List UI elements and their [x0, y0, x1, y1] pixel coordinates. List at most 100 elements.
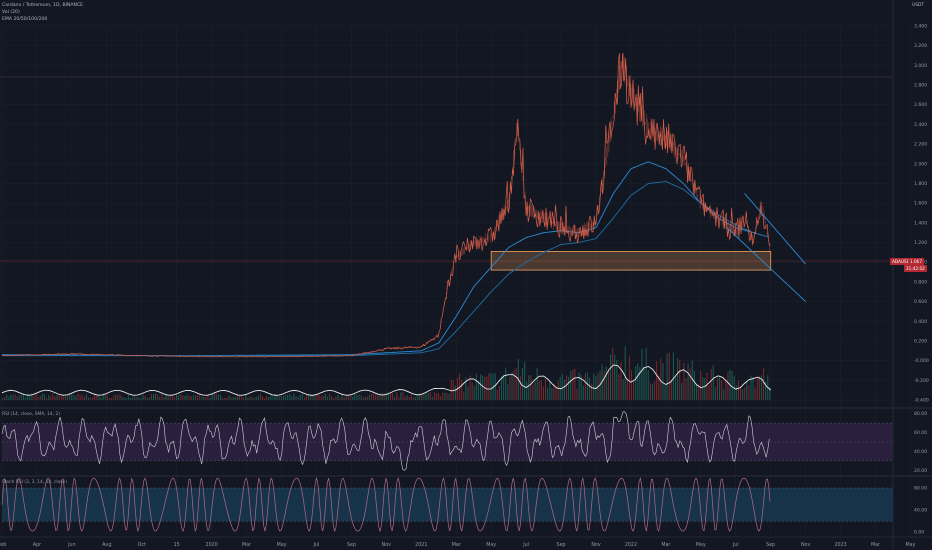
- volume-bar: [450, 379, 452, 400]
- volume-bar: [83, 396, 85, 400]
- support-zone[interactable]: [490, 250, 772, 271]
- volume-bar: [538, 380, 540, 400]
- volume-bar: [565, 375, 568, 400]
- volume-bar: [182, 395, 184, 400]
- volume-bar: [710, 368, 712, 400]
- volume-bar: [469, 375, 471, 400]
- volume-bar: [756, 378, 758, 400]
- volume-bar: [444, 392, 446, 400]
- volume-bar: [94, 393, 96, 400]
- volume-bar: [188, 395, 190, 400]
- volume-bar: [364, 396, 366, 400]
- volume-bar: [540, 380, 542, 400]
- volume-bar: [92, 397, 94, 400]
- rsi-pane: [1, 411, 893, 471]
- volume-bar: [312, 395, 314, 400]
- volume-bar: [685, 378, 687, 400]
- volume-bar: [289, 394, 291, 400]
- volume-bar: [171, 394, 173, 400]
- volume-bar: [192, 395, 194, 400]
- volume-bar: [377, 393, 379, 400]
- volume-bar: [731, 370, 733, 400]
- volume-bar: [77, 393, 79, 400]
- volume-bar: [341, 393, 343, 400]
- volume-bar: [140, 397, 142, 400]
- volume-bar: [586, 372, 589, 400]
- stoch-tick-label: 80.00: [914, 486, 927, 492]
- volume-bar: [385, 392, 387, 400]
- volume-bar: [108, 398, 111, 400]
- volume-bar: [373, 393, 375, 400]
- volume-bar: [674, 376, 677, 400]
- volume-bar: [603, 370, 605, 400]
- volume-bar: [557, 380, 559, 400]
- volume-bar: [196, 394, 199, 400]
- ema-indicator-label[interactable]: EMA 20/50/100/200: [2, 17, 48, 22]
- volume-bar: [391, 393, 394, 400]
- symbol-title[interactable]: Cardano / Tethereum, 1D, BINANCE: [2, 3, 84, 8]
- support-zone-box[interactable]: [490, 250, 772, 271]
- volume-bar: [352, 396, 354, 400]
- volume-bar: [329, 394, 331, 400]
- volume-bar: [368, 394, 370, 400]
- volume-bar: [144, 395, 146, 400]
- volume-bar: [605, 366, 607, 400]
- volume-bar: [706, 372, 708, 400]
- volume-bar: [572, 369, 574, 400]
- volume-bar: [666, 353, 668, 400]
- volume-bar: [419, 393, 421, 400]
- volume-bar: [180, 393, 182, 400]
- time-tick-label: May: [277, 542, 287, 548]
- trendlines[interactable]: [726, 193, 806, 302]
- volume-bar: [513, 370, 515, 400]
- volume-bar: [691, 360, 693, 400]
- trendline[interactable]: [726, 227, 806, 302]
- volume-bar: [50, 395, 52, 400]
- time-tick-label: Nov: [591, 542, 601, 548]
- volume-bar: [29, 394, 31, 400]
- volume-bar: [266, 396, 268, 400]
- volume-bar: [471, 382, 473, 400]
- volume-bar: [486, 376, 488, 400]
- volume-bar: [335, 396, 337, 400]
- volume-bar: [293, 393, 295, 400]
- time-tick-label: Mar: [242, 542, 251, 548]
- rsi-label[interactable]: RSI (14, close, SMA, 14, 2): [2, 412, 60, 417]
- volume-bars: [1, 346, 772, 400]
- volume-bar: [339, 397, 341, 400]
- volume-bar: [268, 397, 270, 400]
- bar-countdown-badge: 21:42:02: [904, 265, 927, 272]
- time-tick-label: 2023: [834, 542, 846, 548]
- volume-bar: [528, 375, 530, 400]
- volume-bar: [708, 385, 710, 400]
- stoch-tick-label: 0.00: [914, 530, 924, 536]
- volume-bar: [609, 354, 612, 400]
- last-price-symbol-badge: ADAUSDT: [890, 258, 915, 265]
- volume-bar: [18, 394, 20, 400]
- volume-bar: [532, 384, 534, 400]
- volume-bar: [505, 367, 507, 400]
- time-tick-label: Jul: [313, 542, 320, 548]
- volume-bar: [415, 397, 417, 400]
- volume-bar: [465, 377, 467, 400]
- volume-bar: [628, 356, 630, 400]
- volume-bar: [129, 398, 131, 400]
- volume-bar: [350, 394, 352, 400]
- stoch-rsi-label[interactable]: Stoch RSI (3, 3, 14, 14, close): [2, 480, 67, 485]
- volume-bar: [333, 398, 335, 400]
- volume-bar: [624, 346, 626, 400]
- volume-bar: [117, 394, 119, 400]
- volume-bar: [463, 391, 465, 400]
- price-tick-label: 3.000: [914, 63, 927, 69]
- volume-bar: [299, 394, 301, 400]
- volume-bar: [704, 377, 706, 400]
- volume-bar: [152, 393, 155, 400]
- trendline[interactable]: [744, 193, 806, 265]
- volume-bar: [410, 394, 412, 400]
- volume-bar: [8, 396, 10, 400]
- volume-bar: [379, 393, 381, 400]
- volume-bar: [264, 398, 266, 400]
- volume-bar: [215, 393, 217, 400]
- volume-indicator-label[interactable]: Vol (20): [2, 10, 20, 15]
